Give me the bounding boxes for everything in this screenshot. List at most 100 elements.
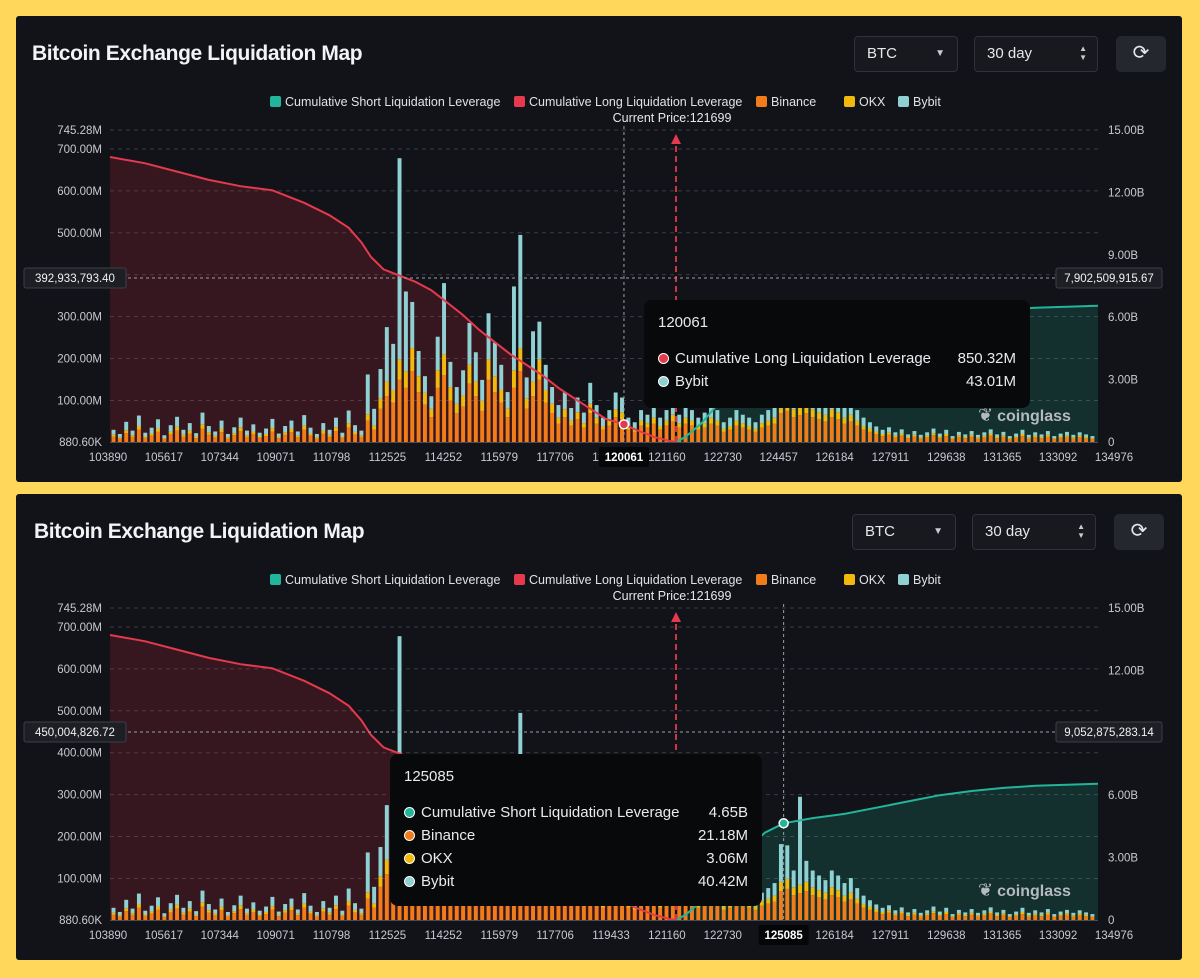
bar-okx bbox=[327, 434, 332, 437]
bar-okx bbox=[702, 423, 707, 428]
bar-bybit bbox=[918, 912, 923, 916]
bar-okx bbox=[270, 428, 275, 432]
bar-bybit bbox=[950, 914, 955, 917]
bar-binance bbox=[715, 903, 720, 920]
bar-okx bbox=[302, 903, 307, 908]
x-tick-label: 117706 bbox=[536, 930, 574, 942]
bar-binance bbox=[842, 423, 847, 442]
bar-okx bbox=[988, 911, 993, 914]
bar-bybit bbox=[187, 423, 192, 431]
bar-binance bbox=[213, 915, 218, 920]
bar-okx bbox=[257, 436, 262, 438]
y-tick-label: 745.28M bbox=[57, 603, 102, 615]
bar-binance bbox=[639, 903, 644, 920]
bar-binance bbox=[372, 429, 377, 442]
refresh-button[interactable]: ⟳ bbox=[1114, 514, 1164, 550]
updown-icon: ▲ ▼ bbox=[1077, 522, 1085, 540]
bar-okx bbox=[524, 398, 529, 409]
bar-okx bbox=[181, 434, 186, 437]
bar-binance bbox=[473, 396, 478, 442]
chart-axes: 745.28M 700.00M 600.00M 500.00M 400.00M 300.0… bbox=[57, 603, 1145, 942]
bar-okx bbox=[766, 898, 771, 904]
x-tick-label: 114252 bbox=[425, 452, 463, 464]
bar-binance bbox=[734, 903, 739, 920]
bar-bybit bbox=[810, 870, 815, 888]
x-tick-label: 105617 bbox=[145, 452, 183, 464]
bar-okx bbox=[683, 417, 688, 424]
bar-okx bbox=[442, 354, 447, 376]
tooltip-row-label: Binance bbox=[421, 827, 476, 844]
bar-okx bbox=[276, 436, 281, 439]
bar-binance bbox=[912, 914, 917, 920]
bar-okx bbox=[728, 426, 733, 430]
legend-swatch bbox=[270, 574, 281, 585]
bar-okx bbox=[944, 911, 949, 915]
bar-bybit bbox=[206, 904, 211, 911]
bar-binance bbox=[289, 432, 294, 442]
bar-okx bbox=[1039, 914, 1044, 917]
bar-binance bbox=[511, 387, 516, 442]
bar-okx bbox=[956, 435, 961, 437]
asset-select[interactable]: BTC ▼ bbox=[852, 514, 956, 550]
tooltip-row: OKX 3.06M bbox=[404, 847, 748, 870]
bar-binance bbox=[1007, 917, 1012, 920]
bar-okx bbox=[880, 911, 885, 915]
x-tick-label: 134976 bbox=[1095, 452, 1133, 464]
period-select[interactable]: 30 day ▲ ▼ bbox=[972, 514, 1096, 550]
coinglass-logo-icon: ❦ bbox=[978, 880, 994, 900]
bar-okx bbox=[931, 433, 936, 436]
crosshair-x-box bbox=[598, 447, 649, 467]
bar-okx bbox=[378, 876, 383, 887]
coinglass-logo-icon: ❦ bbox=[978, 405, 994, 425]
bar-bybit bbox=[143, 432, 148, 437]
bar-binance bbox=[918, 438, 923, 442]
bar-okx bbox=[1077, 435, 1082, 438]
refresh-button[interactable]: ⟳ bbox=[1116, 36, 1166, 72]
bar-bybit bbox=[1014, 433, 1019, 437]
bar-binance bbox=[1058, 437, 1063, 442]
bar-binance bbox=[143, 437, 148, 442]
asset-select[interactable]: BTC ▼ bbox=[854, 36, 958, 72]
bar-binance bbox=[906, 438, 911, 442]
bar-bybit bbox=[925, 910, 930, 914]
bar-bybit bbox=[887, 427, 891, 433]
bar-binance bbox=[658, 907, 663, 920]
bar-okx bbox=[467, 364, 472, 384]
bar-bybit bbox=[1001, 909, 1006, 914]
bar-binance bbox=[639, 425, 644, 442]
bar-binance bbox=[944, 436, 949, 442]
bar-binance bbox=[302, 429, 307, 442]
bar-binance bbox=[600, 907, 605, 920]
bar-bybit bbox=[353, 425, 358, 432]
bar-binance bbox=[372, 907, 377, 920]
bar-okx bbox=[791, 409, 796, 418]
bar-binance bbox=[575, 897, 580, 920]
period-select[interactable]: 30 day ▲ ▼ bbox=[974, 36, 1098, 72]
bar-okx bbox=[206, 910, 211, 913]
okx-dot-icon bbox=[404, 853, 415, 864]
bar-okx bbox=[232, 433, 237, 436]
bar-okx bbox=[117, 437, 122, 439]
y2-tick-label: 6.00B bbox=[1108, 312, 1138, 324]
bar-okx bbox=[448, 387, 453, 401]
bar-binance bbox=[969, 914, 974, 920]
bar-bybit bbox=[111, 429, 116, 435]
bar-binance bbox=[283, 434, 288, 442]
bar-binance bbox=[378, 886, 383, 920]
bar-bybit bbox=[124, 421, 129, 431]
chart-tooltip: 120061 Cumulative Long Liquidation Lever… bbox=[644, 300, 1030, 408]
bar-bybit bbox=[130, 908, 135, 914]
bar-bybit bbox=[461, 370, 466, 396]
bar-binance bbox=[950, 439, 955, 442]
bar-bybit bbox=[1065, 431, 1069, 436]
bar-okx bbox=[893, 435, 898, 438]
bar-binance bbox=[1026, 438, 1031, 442]
bar-bybit bbox=[664, 410, 669, 421]
bar-binance bbox=[753, 431, 758, 442]
bar-binance bbox=[969, 436, 974, 442]
bar-binance bbox=[556, 901, 561, 920]
bar-okx bbox=[937, 436, 942, 438]
bar-binance bbox=[321, 911, 326, 920]
bar-bybit bbox=[264, 428, 269, 434]
crosshair-right-box bbox=[1055, 721, 1163, 743]
